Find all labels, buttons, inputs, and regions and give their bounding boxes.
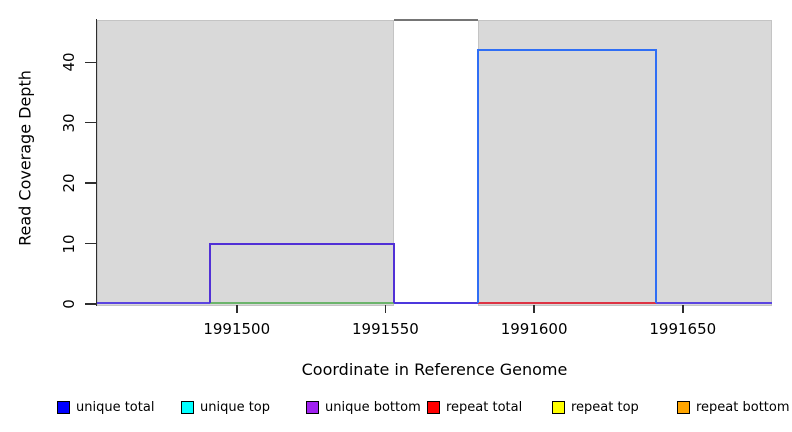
x-tick: [384, 305, 387, 313]
x-tick-label: 1991600: [500, 320, 568, 338]
x-tick-label: 1991550: [352, 320, 419, 338]
legend-item: unique total: [57, 400, 154, 415]
x-tick: [682, 305, 684, 313]
coverage-block: [208, 242, 396, 303]
baseline-segment: [209, 302, 395, 304]
legend-swatch-repeat-bottom: [677, 401, 690, 414]
legend-swatch-unique-bottom: [306, 401, 319, 414]
x-axis-title: Coordinate in Reference Genome: [301, 360, 568, 379]
legend-item: repeat bottom: [677, 400, 790, 415]
y-tick: [85, 303, 96, 305]
legend-label: repeat total: [446, 400, 523, 415]
x-tick: [236, 305, 238, 313]
x-tick-label: 1991500: [203, 320, 271, 338]
y-axis-line: [95, 19, 97, 306]
legend-item: unique top: [181, 400, 270, 415]
clipped-coverage-top-line: [394, 19, 478, 21]
x-tick: [533, 305, 535, 313]
legend-label: unique top: [200, 400, 271, 415]
legend-label: unique total: [76, 400, 155, 415]
y-tick: [85, 242, 96, 245]
y-tick: [85, 121, 96, 124]
baseline-segment: [477, 302, 657, 304]
legend-swatch-unique-total: [57, 401, 70, 414]
legend-item: unique bottom: [306, 400, 421, 415]
legend-label: unique bottom: [325, 400, 421, 415]
x-tick-label: 1991650: [649, 320, 717, 338]
y-tick: [85, 61, 96, 64]
coverage-block: [476, 49, 658, 303]
legend-label: repeat bottom: [696, 400, 790, 415]
y-tick: [85, 182, 96, 184]
baseline-segment: [394, 302, 478, 304]
baseline-segment: [656, 302, 772, 304]
legend-item: repeat total: [427, 400, 522, 415]
legend-label: repeat top: [571, 400, 639, 415]
legend-swatch-repeat-top: [552, 401, 565, 414]
legend-item: repeat top: [552, 400, 639, 415]
legend-swatch-repeat-total: [427, 401, 440, 414]
background-region: [477, 20, 772, 306]
baseline-segment: [97, 302, 210, 304]
legend-swatch-unique-top: [181, 401, 194, 414]
background-region: [97, 20, 395, 306]
